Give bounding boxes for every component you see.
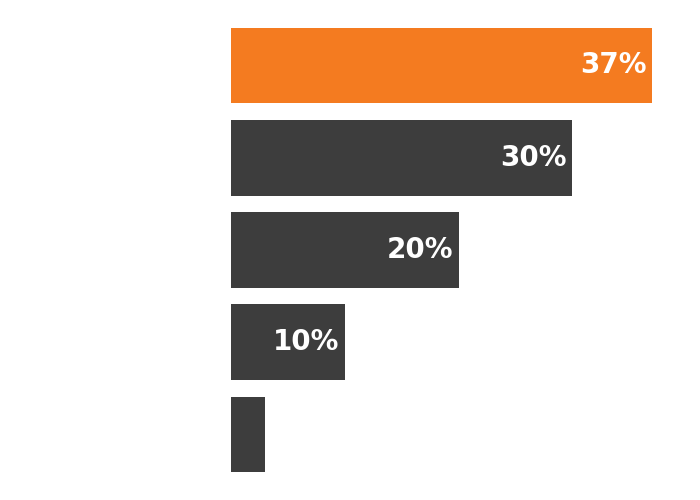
Text: 10%: 10% (273, 328, 339, 356)
Bar (231, 212, 458, 288)
Bar (231, 28, 652, 103)
Text: 30%: 30% (500, 144, 566, 172)
Text: 37%: 37% (580, 52, 646, 80)
Bar (231, 397, 265, 472)
Bar (231, 120, 573, 196)
Text: 20%: 20% (386, 236, 453, 264)
Bar (231, 304, 344, 380)
